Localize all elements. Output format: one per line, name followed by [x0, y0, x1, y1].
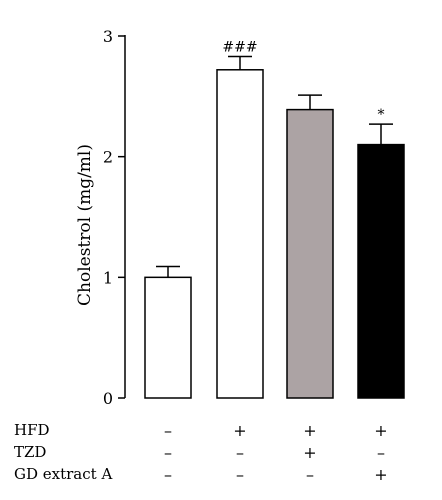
bar: [357, 143, 405, 399]
treatment-sign: +: [303, 421, 316, 440]
treatment-sign: +: [233, 421, 246, 440]
treatment-row-label: GD extract A: [14, 465, 112, 483]
treatment-sign: –: [164, 421, 172, 440]
treatment-sign: –: [164, 465, 172, 484]
treatment-sign: +: [303, 443, 316, 462]
treatment-sign: –: [164, 443, 172, 462]
treatment-row-label: HFD: [14, 421, 50, 439]
treatment-sign: –: [236, 465, 244, 484]
y-axis-title: Cholestrol (mg/ml): [75, 144, 95, 306]
bar-group: ###: [216, 40, 264, 399]
significance-label: ###: [222, 40, 257, 56]
y-tick-label: 2: [103, 148, 113, 167]
significance-label: *: [378, 107, 385, 123]
treatment-table: HFD – + + + TZD – – + – GD extract A – – – +: [14, 421, 388, 484]
bar-group: *: [357, 107, 405, 399]
bar-group: [144, 265, 192, 399]
treatment-row-label: TZD: [14, 443, 46, 461]
treatment-sign: +: [374, 421, 387, 440]
bar: [144, 276, 192, 399]
bar: [286, 108, 334, 399]
y-tick-label: 3: [103, 27, 113, 46]
bar-group: [286, 94, 334, 399]
treatment-sign: –: [306, 465, 314, 484]
treatment-sign: –: [377, 443, 385, 462]
bar: [216, 69, 264, 399]
treatment-sign: +: [374, 465, 387, 484]
treatment-sign: –: [236, 443, 244, 462]
y-tick-label: 0: [103, 389, 113, 408]
y-tick-label: 1: [103, 268, 113, 287]
axis-layer: 0 1 2 3: [103, 27, 126, 408]
bars-layer: ### *: [144, 40, 405, 399]
